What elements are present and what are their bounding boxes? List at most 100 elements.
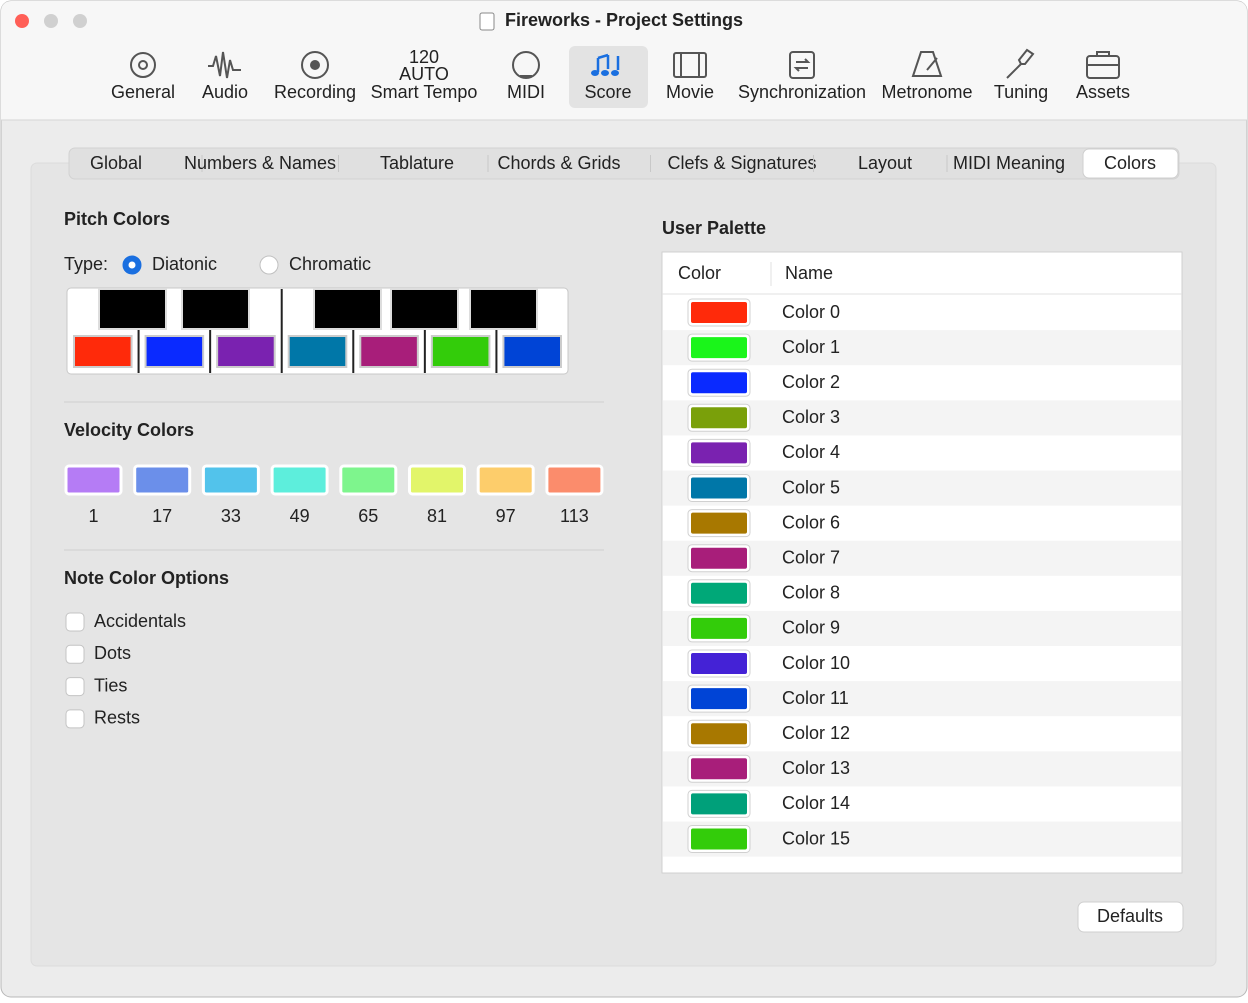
toolbar-label[interactable]: Tuning [994,82,1048,102]
key-color[interactable] [430,335,491,368]
palette-color [691,547,747,569]
section-title: Note Color Options [64,568,229,588]
toolbar-label[interactable]: Smart Tempo [371,82,478,102]
black-key[interactable] [98,288,167,330]
velocity-value: 113 [560,506,589,526]
palette-name[interactable]: Color 15 [782,828,850,848]
checkbox-label[interactable]: Dots [94,643,131,663]
toolbar-label[interactable]: Metronome [881,82,972,102]
icon [1086,55,1120,79]
tab[interactable]: MIDI Meaning [953,153,1065,173]
velocity-swatch[interactable] [201,464,260,496]
close-button[interactable] [15,14,29,28]
checkbox-label[interactable]: Accidentals [94,611,186,631]
checkbox[interactable] [65,644,85,664]
toolbar-label[interactable]: Score [584,82,631,102]
velocity-swatch[interactable] [408,464,466,496]
toolbar-label[interactable]: General [111,82,175,102]
defaults-label: Defaults [1097,906,1163,926]
palette-name[interactable]: Color 10 [782,653,850,673]
palette-name[interactable]: Color 4 [782,442,840,462]
black-key[interactable] [390,288,459,330]
key-color[interactable] [287,335,348,368]
palette-color [691,337,747,359]
checkbox[interactable] [65,677,85,697]
icon [138,60,148,70]
key-color[interactable] [359,335,419,368]
tab[interactable]: Chords & Grids [497,153,620,173]
tab[interactable]: Tablature [380,153,454,173]
icon [1006,48,1035,79]
palette-color [691,723,747,745]
tab[interactable]: Layout [858,153,912,173]
black-key[interactable] [313,288,382,330]
doc-icon [479,12,495,31]
checkbox-label[interactable]: Rests [94,708,140,728]
velocity-swatch[interactable] [545,464,604,496]
icon [130,52,156,78]
palette-color [691,372,747,394]
velocity-value: 17 [152,506,172,526]
palette-name[interactable]: Color 11 [782,688,849,708]
palette-name[interactable]: Color 8 [782,583,840,603]
checkbox-label[interactable]: Ties [94,675,127,695]
palette-name[interactable]: Color 5 [782,477,840,497]
toolbar-label[interactable]: Audio [202,82,248,102]
key-color[interactable] [73,335,133,368]
palette-name[interactable]: Color 12 [782,723,850,743]
radio-label[interactable]: Diatonic [152,254,217,274]
velocity-value: 97 [496,506,516,526]
checkbox[interactable] [65,612,85,632]
zoom-button[interactable] [73,14,87,28]
toolbar-selection [569,46,648,108]
checkbox[interactable] [65,709,85,729]
radio[interactable] [259,255,279,275]
toolbar-label[interactable]: Assets [1076,82,1130,102]
velocity-swatch[interactable] [270,464,329,496]
palette-color [691,617,747,639]
palette-color [691,302,747,323]
black-key[interactable] [181,288,250,330]
icon [591,70,599,76]
palette-name[interactable]: Color 2 [782,372,840,392]
tab-bar [68,147,1180,180]
velocity-swatch[interactable] [339,464,398,496]
velocity-value: 81 [427,506,447,526]
key-color[interactable] [216,335,276,368]
defaults-button[interactable] [1077,901,1184,933]
toolbar-label[interactable]: MIDI [507,82,545,102]
key-color[interactable] [144,335,205,368]
icon [1087,51,1119,66]
tab[interactable]: Colors [1104,153,1156,173]
velocity-swatch[interactable] [476,464,535,496]
icon [310,60,320,70]
toolbar-label[interactable]: Synchronization [738,82,866,102]
icon [601,70,609,76]
icon [911,51,943,77]
palette-name[interactable]: Color 9 [782,618,840,638]
tab[interactable]: Global [90,153,142,173]
tab[interactable]: Clefs & Signatures [667,153,816,173]
velocity-swatch[interactable] [64,464,123,496]
velocity-swatch[interactable] [133,464,192,496]
toolbar-label[interactable]: Recording [274,82,356,102]
section-title: User Palette [662,218,766,238]
key-color[interactable] [502,335,562,368]
tab[interactable]: Numbers & Names [184,153,336,173]
radio-label[interactable]: Chromatic [289,254,371,274]
palette-name[interactable]: Color 0 [782,302,840,322]
palette-name[interactable]: Color 1 [782,337,840,357]
palette-name[interactable]: Color 14 [782,793,850,813]
toolbar-label[interactable]: Movie [666,82,714,102]
column-header: Name [785,263,833,283]
icon [789,51,815,79]
black-key[interactable] [469,288,538,330]
velocity-value: 33 [221,506,241,526]
minimize-button[interactable] [44,14,58,28]
palette-name[interactable]: Color 6 [782,512,840,532]
palette-name[interactable]: Color 13 [782,758,850,778]
palette-name[interactable]: Color 7 [782,547,840,567]
palette-name[interactable]: Color 3 [782,407,840,427]
palette-color [691,758,747,780]
